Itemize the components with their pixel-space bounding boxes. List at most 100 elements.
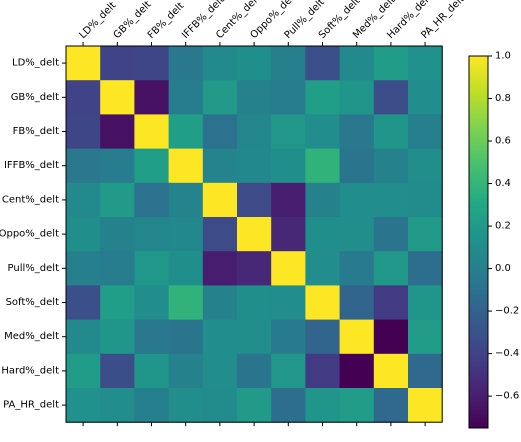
heatmap-cell xyxy=(373,285,409,321)
heatmap-cell xyxy=(408,46,443,81)
colorbar-tick-label: 1.0 xyxy=(495,51,511,62)
y-tick-label: Cent%_delt xyxy=(2,194,59,205)
colorbar-axis: 1.0 0.8 0.6 0.4 0.2 0.0 −0.2 −0.4 −0.6 xyxy=(488,51,519,402)
heatmap-cell xyxy=(66,46,101,81)
heatmap-cell xyxy=(168,80,204,115)
heatmap-cell xyxy=(305,148,341,184)
heatmap-cell xyxy=(339,388,375,423)
heatmap-cell xyxy=(373,319,409,355)
heatmap-cell xyxy=(237,285,272,321)
heatmap-cell xyxy=(373,46,409,81)
y-tick-label: Oppo%_delt xyxy=(0,229,59,240)
heatmap-cell xyxy=(168,114,204,150)
heatmap-cell xyxy=(237,80,272,115)
heatmap-cell xyxy=(339,217,375,252)
heatmap-cell xyxy=(271,285,306,321)
heatmap-cell xyxy=(100,251,135,286)
heatmap-cell xyxy=(66,114,101,150)
heatmap-cell xyxy=(202,353,238,389)
heatmap-cell xyxy=(305,251,341,286)
heatmap-cell xyxy=(66,251,101,286)
heatmap-cell xyxy=(134,319,170,355)
heatmap-cell xyxy=(134,285,170,321)
heatmap-cell xyxy=(373,80,409,115)
heatmap-cell xyxy=(305,182,341,218)
heatmap-cell xyxy=(373,182,409,218)
heatmap-cell xyxy=(168,319,204,355)
y-tick-label: GB%_delt xyxy=(11,92,59,103)
heatmap-cell xyxy=(305,285,341,321)
heatmap-cell xyxy=(168,182,204,218)
heatmap-cell xyxy=(202,182,238,218)
heatmap-cell xyxy=(339,319,375,355)
heatmap-cell xyxy=(271,217,306,252)
heatmap-cell xyxy=(168,251,204,286)
y-tick-label: LD%_delt xyxy=(12,58,59,69)
heatmap-cell xyxy=(271,114,306,150)
colorbar-tick-label: 0.8 xyxy=(495,93,511,104)
heatmap-cell xyxy=(373,148,409,184)
heatmap-cell xyxy=(100,353,135,389)
heatmap-cell xyxy=(100,182,135,218)
heatmap-cell xyxy=(271,182,306,218)
heatmap-cell xyxy=(66,217,101,252)
heatmap-cell xyxy=(100,285,135,321)
heatmap-cell xyxy=(271,148,306,184)
y-tick-label: Med%_delt xyxy=(4,331,59,342)
heatmap-cell xyxy=(202,285,238,321)
heatmap-cell xyxy=(100,388,135,423)
heatmap-cell xyxy=(373,251,409,286)
heatmap-cell xyxy=(271,251,306,286)
heatmap-cell xyxy=(408,114,443,150)
heatmap-cell xyxy=(339,114,375,150)
heatmap-cell xyxy=(271,46,306,81)
heatmap-cell xyxy=(134,148,170,184)
heatmap-cell xyxy=(66,80,101,115)
heatmap-cell xyxy=(100,114,135,150)
heatmap-cell xyxy=(168,388,204,423)
heatmap-cell xyxy=(134,251,170,286)
heatmap-cell xyxy=(339,148,375,184)
heatmap-cell xyxy=(408,217,443,252)
heatmap-cell xyxy=(339,353,375,389)
heatmap-cell xyxy=(408,148,443,184)
heatmap-cell xyxy=(237,46,272,81)
heatmap-cell xyxy=(408,182,443,218)
heatmap-cell xyxy=(202,251,238,286)
heatmap-cell xyxy=(134,353,170,389)
heatmap-cell xyxy=(202,388,238,423)
heatmap-cell xyxy=(202,217,238,252)
heatmap-cell xyxy=(202,80,238,115)
heatmap-cell xyxy=(202,114,238,150)
heatmap-cell xyxy=(339,182,375,218)
heatmap-cell xyxy=(339,80,375,115)
heatmap-cell xyxy=(66,148,101,184)
heatmap-cell xyxy=(202,319,238,355)
heatmap-cell xyxy=(339,285,375,321)
heatmap-cell xyxy=(237,182,272,218)
colorbar-tick-label: 0.2 xyxy=(495,221,511,232)
heatmap-cell xyxy=(66,353,101,389)
heatmap-cell xyxy=(66,388,101,423)
heatmap-cell xyxy=(100,217,135,252)
y-tick-label: IFFB%_delt xyxy=(4,160,59,171)
heatmap-cell xyxy=(168,285,204,321)
y-axis: LD%_delt GB%_delt FB%_delt IFFB%_delt Cent%_… xyxy=(0,58,66,411)
heatmap-cell xyxy=(271,319,306,355)
heatmap-cell xyxy=(373,353,409,389)
heatmap-cell xyxy=(134,182,170,218)
colorbar-tick-label: −0.6 xyxy=(495,391,519,402)
colorbar-tick-label: −0.4 xyxy=(495,348,519,359)
heatmap-cell xyxy=(237,114,272,150)
colorbar xyxy=(468,55,489,429)
heatmap-cell xyxy=(100,319,135,355)
heatmap-cell xyxy=(408,285,443,321)
y-tick-label: Pull%_delt xyxy=(8,263,60,274)
heatmap-cell xyxy=(100,80,135,115)
heatmap-cell xyxy=(305,388,341,423)
colorbar-tick-label: 0.6 xyxy=(495,136,511,147)
heatmap-cell xyxy=(339,46,375,81)
heatmap-cell xyxy=(100,46,135,81)
y-tick-label: Hard%_delt xyxy=(1,365,59,376)
heatmap-cell xyxy=(305,80,341,115)
